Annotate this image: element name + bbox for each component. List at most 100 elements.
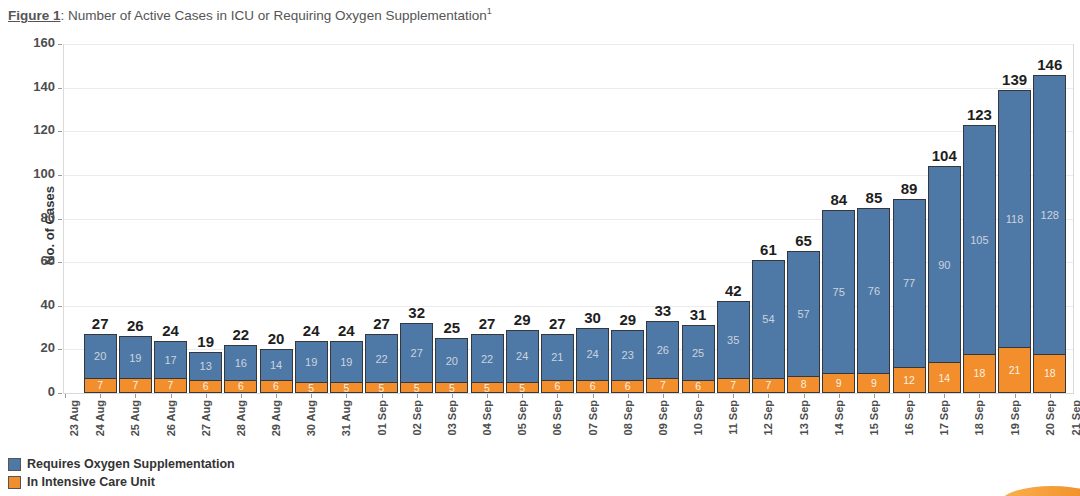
oxygen-segment: 21 [541,334,574,381]
y-axis-tick-label: 120 [0,122,55,137]
icu-segment: 6 [260,380,293,393]
y-axis-tick [58,44,62,45]
x-axis-tick-label: 18 Sep [973,400,985,435]
icu-value-label: 5 [379,382,385,393]
oxygen-segment: 35 [717,301,750,378]
icu-value-label: 9 [871,377,877,389]
oxygen-value-label: 19 [129,352,141,364]
icu-value-label: 7 [660,379,666,391]
icu-segment: 14 [928,362,961,393]
legend: Requires Oxygen Supplementation In Inten… [8,455,235,491]
legend-swatch-oxygen [8,458,21,471]
oxygen-segment: 57 [787,251,820,376]
x-axis-tick [628,394,629,398]
x-axis-tick-label: 03 Sep [446,400,458,435]
icu-value-label: 5 [484,382,490,393]
x-axis-tick [65,394,66,398]
x-axis-tick-label: 04 Sep [481,400,493,435]
bar-total-label: 42 [708,282,758,299]
icu-value-label: 21 [1009,364,1021,376]
icu-value-label: 6 [554,380,560,392]
legend-label-oxygen: Requires Oxygen Supplementation [27,457,235,471]
figure-title-text: : Number of Active Cases in ICU or Requi… [61,8,487,23]
icu-value-label: 6 [625,380,631,392]
oxygen-value-label: 20 [446,355,458,367]
x-axis-tick-label: 26 Aug [165,400,177,436]
oxygen-segment: 24 [576,328,609,381]
oxygen-value-label: 76 [868,285,880,297]
y-axis-tick [58,219,62,220]
x-axis-tick-label: 30 Aug [305,400,317,436]
icu-value-label: 18 [974,367,986,379]
icu-value-label: 12 [903,374,915,386]
x-axis-tick [206,394,207,398]
oxygen-segment: 19 [119,336,152,378]
x-axis-tick [382,394,383,398]
oxygen-segment: 118 [998,90,1031,348]
x-axis-tick-label: 25 Aug [129,400,141,436]
icu-segment: 9 [857,373,890,393]
oxygen-value-label: 26 [657,344,669,356]
icu-value-label: 7 [132,379,138,391]
x-axis-tick-label: 02 Sep [411,400,423,435]
legend-item-icu: In Intensive Care Unit [8,473,235,491]
bar-total-label: 139 [990,71,1040,88]
x-axis-tick-label: 15 Sep [868,400,880,435]
oxygen-value-label: 23 [622,349,634,361]
icu-segment: 5 [295,382,328,393]
x-axis-tick [522,394,523,398]
icu-value-label: 5 [308,382,314,393]
icu-segment: 5 [365,382,398,393]
oxygen-value-label: 22 [481,353,493,365]
oxygen-value-label: 13 [200,360,212,372]
x-axis-tick-label: 13 Sep [798,400,810,435]
bar-total-label: 123 [954,106,1004,123]
x-axis-tick-label: 23 Aug [68,400,80,436]
oxygen-segment: 75 [822,210,855,375]
x-axis-tick-label: 29 Aug [270,400,282,436]
x-axis-tick-label: 08 Sep [622,400,634,435]
icu-value-label: 6 [203,380,209,392]
icu-segment: 6 [576,380,609,393]
icu-value-label: 5 [449,382,455,393]
icu-value-label: 6 [238,380,244,392]
y-axis-tick [58,88,62,89]
oxygen-segment: 20 [435,338,468,383]
bar-total-label: 31 [673,306,723,323]
icu-segment: 6 [611,380,644,393]
x-axis-tick-label: 17 Sep [938,400,950,435]
x-axis-tick [593,394,594,398]
x-axis-tick [241,394,242,398]
y-gridline [63,131,1073,132]
x-axis-tick [733,394,734,398]
icu-segment: 6 [541,380,574,393]
oxygen-value-label: 24 [586,348,598,360]
x-axis-tick [100,394,101,398]
x-axis-tick [452,394,453,398]
oxygen-value-label: 35 [727,334,739,346]
y-axis-line [63,44,64,393]
x-axis-tick [768,394,769,398]
oxygen-value-label: 16 [235,357,247,369]
figure-title: Figure 1: Number of Active Cases in ICU … [8,6,492,23]
y-axis-tick-label: 160 [0,35,55,50]
x-axis-tick [874,394,875,398]
icu-segment: 6 [224,380,257,393]
icu-segment: 6 [682,380,715,393]
x-axis-tick-label: 20 Sep [1044,400,1056,435]
x-axis-tick [944,394,945,398]
icu-value-label: 7 [730,379,736,391]
oxygen-value-label: 21 [551,351,563,363]
oxygen-segment: 19 [295,341,328,383]
oxygen-value-label: 25 [692,347,704,359]
oxygen-value-label: 90 [938,259,950,271]
oxygen-value-label: 20 [94,350,106,362]
oxygen-value-label: 14 [270,359,282,371]
icu-value-label: 5 [343,382,349,393]
bar-total-label: 65 [779,232,829,249]
oxygen-segment: 24 [506,330,539,383]
oxygen-segment: 54 [752,260,785,379]
oxygen-segment: 76 [857,208,890,375]
icu-segment: 9 [822,373,855,393]
x-axis-tick-label: 28 Aug [235,400,247,436]
